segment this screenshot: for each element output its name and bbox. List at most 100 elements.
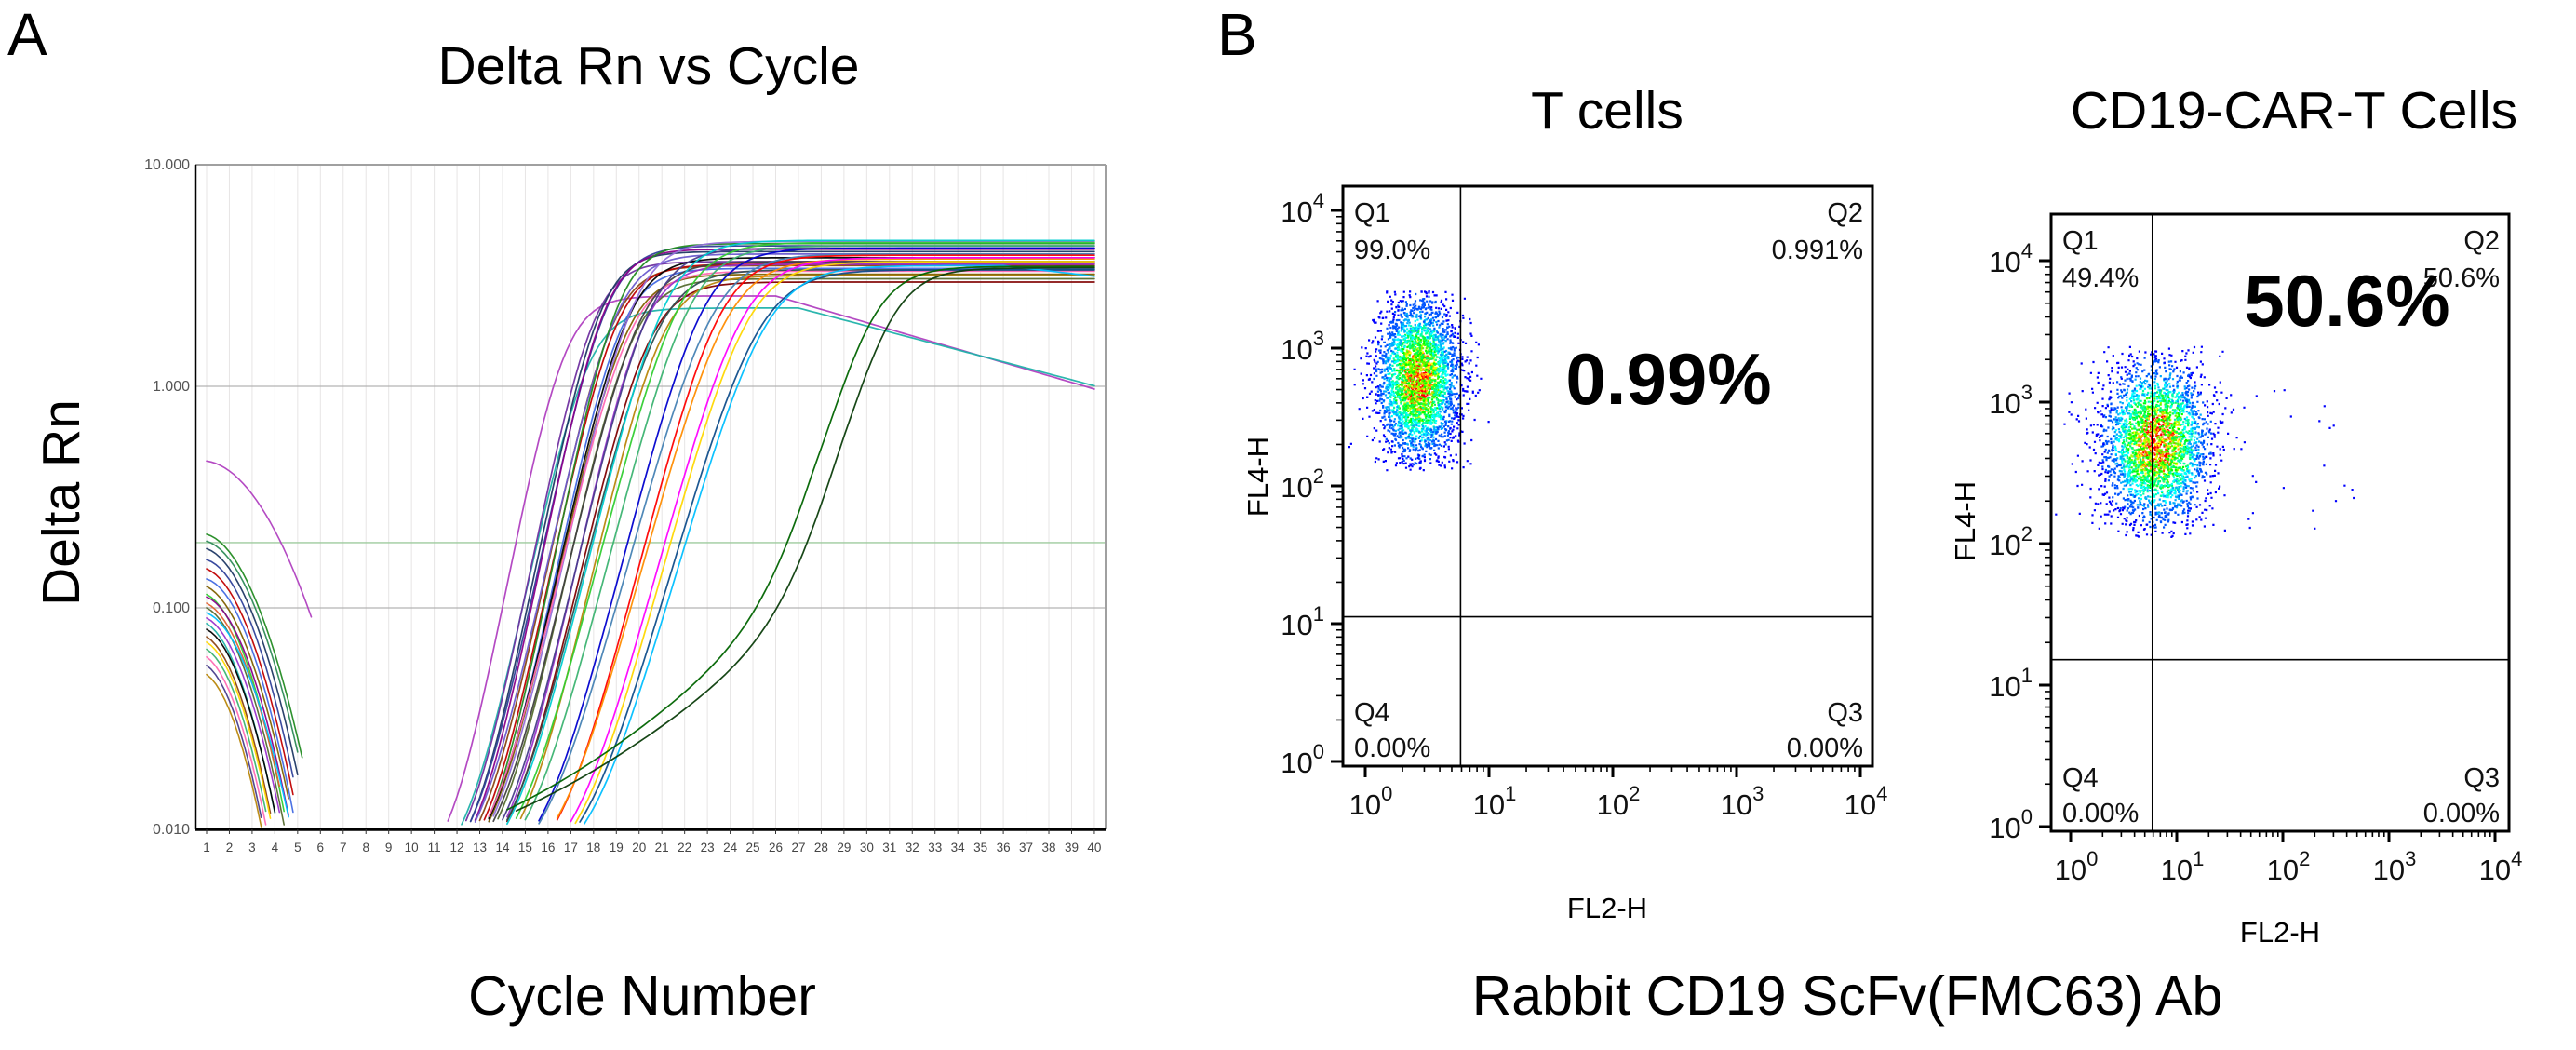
flow-t-cells-quadrant-gates (1343, 186, 1872, 766)
svg-text:50.6%: 50.6% (2423, 263, 2500, 293)
svg-text:0.010: 0.010 (153, 822, 190, 838)
svg-text:23: 23 (701, 841, 715, 855)
svg-text:13: 13 (473, 841, 487, 855)
car-t-x-axis-label: FL2-H (2239, 916, 2321, 949)
svg-text:29: 29 (837, 841, 851, 855)
svg-text:104: 104 (2479, 847, 2523, 886)
svg-text:35: 35 (973, 841, 987, 855)
svg-text:18: 18 (586, 841, 600, 855)
svg-text:100: 100 (2055, 847, 2099, 886)
flow-cd19-car-t-tick-labels: 100 101 102 103 104 100 101 102 103 104 (1989, 239, 2522, 886)
svg-text:37: 37 (1019, 841, 1033, 855)
svg-text:Q4: Q4 (2062, 763, 2099, 793)
svg-text:6: 6 (317, 841, 325, 855)
t-cells-title: T cells (1531, 81, 1684, 141)
svg-text:0.100: 0.100 (153, 600, 190, 616)
svg-text:102: 102 (2267, 847, 2311, 886)
car-t-y-axis-label: FL4-H (1949, 480, 1981, 562)
qpcr-curves (206, 239, 1095, 828)
svg-text:15: 15 (518, 841, 532, 855)
svg-text:101: 101 (2161, 847, 2205, 886)
svg-text:0.00%: 0.00% (1354, 734, 1430, 763)
svg-text:40: 40 (1087, 841, 1101, 855)
svg-text:16: 16 (541, 841, 555, 855)
svg-text:32: 32 (906, 841, 919, 855)
svg-text:8: 8 (362, 841, 369, 855)
flow-t-cells-scatter (1348, 290, 1490, 472)
qpcr-x-tick-labels: 1 2 3 4 5 6 7 8 9 10 11 12 13 14 15 16 17 18 19 20 21 22 23 24 2… (203, 829, 1101, 855)
svg-text:10.000: 10.000 (144, 157, 190, 173)
svg-text:49.4%: 49.4% (2062, 263, 2139, 293)
svg-text:21: 21 (655, 841, 669, 855)
qpcr-frame (194, 164, 1107, 831)
svg-text:104: 104 (1989, 239, 2033, 278)
svg-text:3: 3 (248, 841, 256, 855)
svg-text:36: 36 (997, 841, 1011, 855)
t-cells-x-axis-label: FL2-H (1566, 892, 1648, 924)
flow-cd19-car-t-quadrant-labels: Q1 49.4% Q2 50.6% Q3 0.00% Q4 0.00% (2062, 226, 2500, 828)
svg-text:20: 20 (632, 841, 646, 855)
svg-text:1.000: 1.000 (153, 379, 190, 395)
svg-text:38: 38 (1042, 841, 1056, 855)
svg-text:26: 26 (769, 841, 783, 855)
svg-text:27: 27 (791, 841, 805, 855)
flow-cd19-car-t-frame (2049, 212, 2511, 833)
svg-text:7: 7 (340, 841, 347, 855)
qpcr-y-tick-labels: 10.000 1.000 0.100 0.010 (144, 157, 190, 838)
svg-text:0.00%: 0.00% (2062, 799, 2139, 828)
svg-text:Q4: Q4 (1354, 698, 1390, 728)
svg-text:0.991%: 0.991% (1772, 236, 1863, 265)
svg-text:25: 25 (746, 841, 760, 855)
qpcr-title: Delta Rn vs Cycle (437, 36, 860, 96)
svg-text:4: 4 (272, 841, 279, 855)
svg-text:2: 2 (226, 841, 234, 855)
svg-text:103: 103 (1989, 381, 2033, 420)
svg-text:17: 17 (564, 841, 578, 855)
svg-text:14: 14 (495, 841, 510, 855)
flow-cd19-car-t-scatter (2055, 345, 2355, 538)
panel-b-label: B (1217, 1, 1257, 68)
flow-t-cells-quadrant-labels: Q1 99.0% Q2 0.991% Q3 0.00% Q4 0.00% (1354, 198, 1863, 763)
svg-text:103: 103 (2373, 847, 2417, 886)
svg-text:11: 11 (428, 841, 441, 855)
svg-text:1: 1 (203, 841, 210, 855)
svg-text:Q3: Q3 (1827, 698, 1863, 728)
flow-cd19-car-t-axes (2039, 259, 2497, 842)
svg-text:0.00%: 0.00% (1787, 734, 1863, 763)
panel-b-caption: Rabbit CD19 ScFv(FMC63) Ab (1471, 965, 2223, 1027)
svg-text:39: 39 (1065, 841, 1079, 855)
svg-text:102: 102 (1989, 522, 2033, 561)
panel-a-label: A (7, 1, 47, 68)
svg-text:100: 100 (1989, 805, 2033, 844)
svg-text:Q1: Q1 (2062, 226, 2099, 256)
svg-text:99.0%: 99.0% (1354, 236, 1430, 265)
car-t-percentage-label: 50.6% (2244, 260, 2450, 342)
svg-text:Q2: Q2 (1827, 198, 1863, 228)
svg-text:101: 101 (1281, 602, 1324, 641)
svg-text:24: 24 (723, 841, 738, 855)
svg-text:33: 33 (928, 841, 942, 855)
svg-text:101: 101 (1989, 664, 2033, 703)
svg-text:30: 30 (860, 841, 874, 855)
svg-text:Q2: Q2 (2463, 226, 2500, 256)
svg-text:31: 31 (882, 841, 896, 855)
svg-text:Q1: Q1 (1354, 198, 1390, 228)
svg-text:19: 19 (610, 841, 624, 855)
t-cells-y-axis-label: FL4-H (1241, 436, 1274, 518)
car-t-cells-title: CD19-CAR-T Cells (2070, 81, 2518, 141)
svg-text:9: 9 (385, 841, 393, 855)
svg-text:34: 34 (951, 841, 966, 855)
flow-cd19-car-t-quadrant-gates (2051, 214, 2509, 831)
t-cells-percentage-label: 0.99% (1565, 338, 1772, 420)
svg-text:10: 10 (405, 841, 419, 855)
svg-text:Q3: Q3 (2463, 763, 2500, 793)
flow-t-cells-axes (1331, 209, 1862, 777)
svg-text:12: 12 (450, 841, 464, 855)
svg-text:22: 22 (678, 841, 691, 855)
svg-text:28: 28 (814, 841, 828, 855)
svg-text:0.00%: 0.00% (2423, 799, 2500, 828)
svg-text:5: 5 (294, 841, 302, 855)
